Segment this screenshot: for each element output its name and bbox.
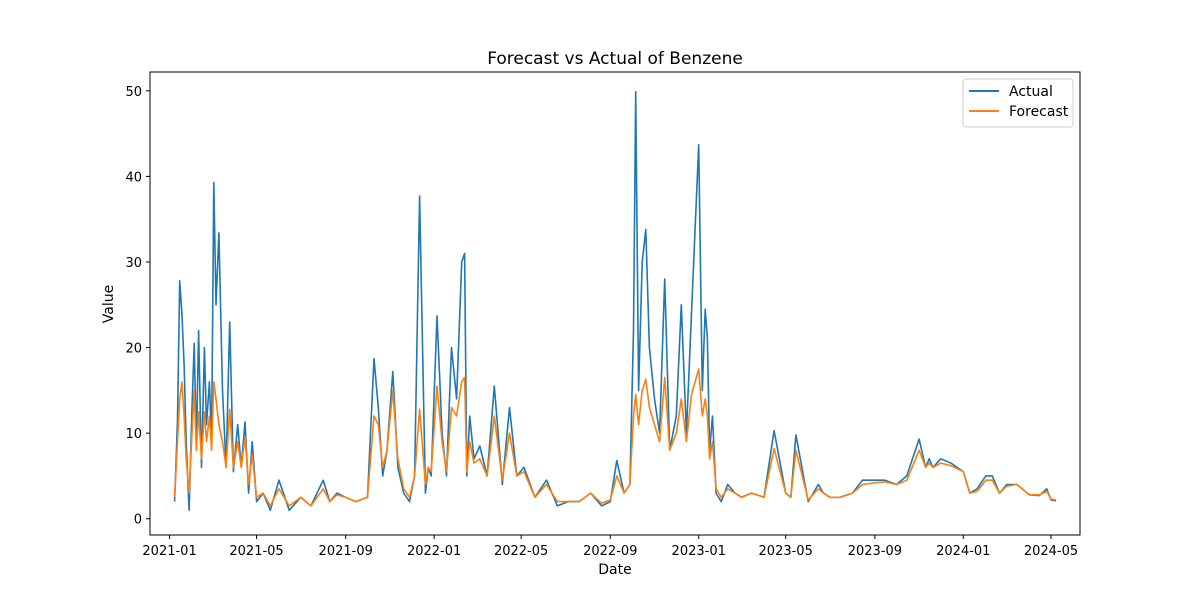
x-tick-label: 2024-01 (936, 544, 990, 559)
y-tick-label: 30 (125, 256, 142, 271)
y-tick-label: 20 (125, 342, 142, 357)
y-tick-label: 40 (125, 170, 142, 185)
legend-forecast-label: Forecast (1009, 104, 1069, 120)
x-axis-label: Date (598, 562, 631, 578)
legend: Actual Forecast (963, 79, 1073, 127)
x-tick-label: 2021-05 (229, 544, 283, 559)
x-tick-label: 2023-09 (848, 544, 902, 559)
x-tick-label: 2022-05 (494, 544, 548, 559)
legend-actual-label: Actual (1009, 84, 1053, 100)
x-tick-label: 2022-09 (583, 544, 637, 559)
y-tick-label: 50 (125, 85, 142, 100)
x-tick-label: 2023-01 (672, 544, 726, 559)
x-tick-label: 2021-01 (142, 544, 196, 559)
y-axis-label: Value (101, 285, 117, 323)
x-tick-label: 2021-09 (319, 544, 373, 559)
y-tick-label: 0 (134, 513, 142, 528)
x-tick-label: 2023-05 (759, 544, 813, 559)
y-tick-label: 10 (125, 427, 142, 442)
x-tick-label: 2024-05 (1024, 544, 1078, 559)
chart-title: Forecast vs Actual of Benzene (487, 49, 743, 69)
x-tick-label: 2022-01 (407, 544, 461, 559)
